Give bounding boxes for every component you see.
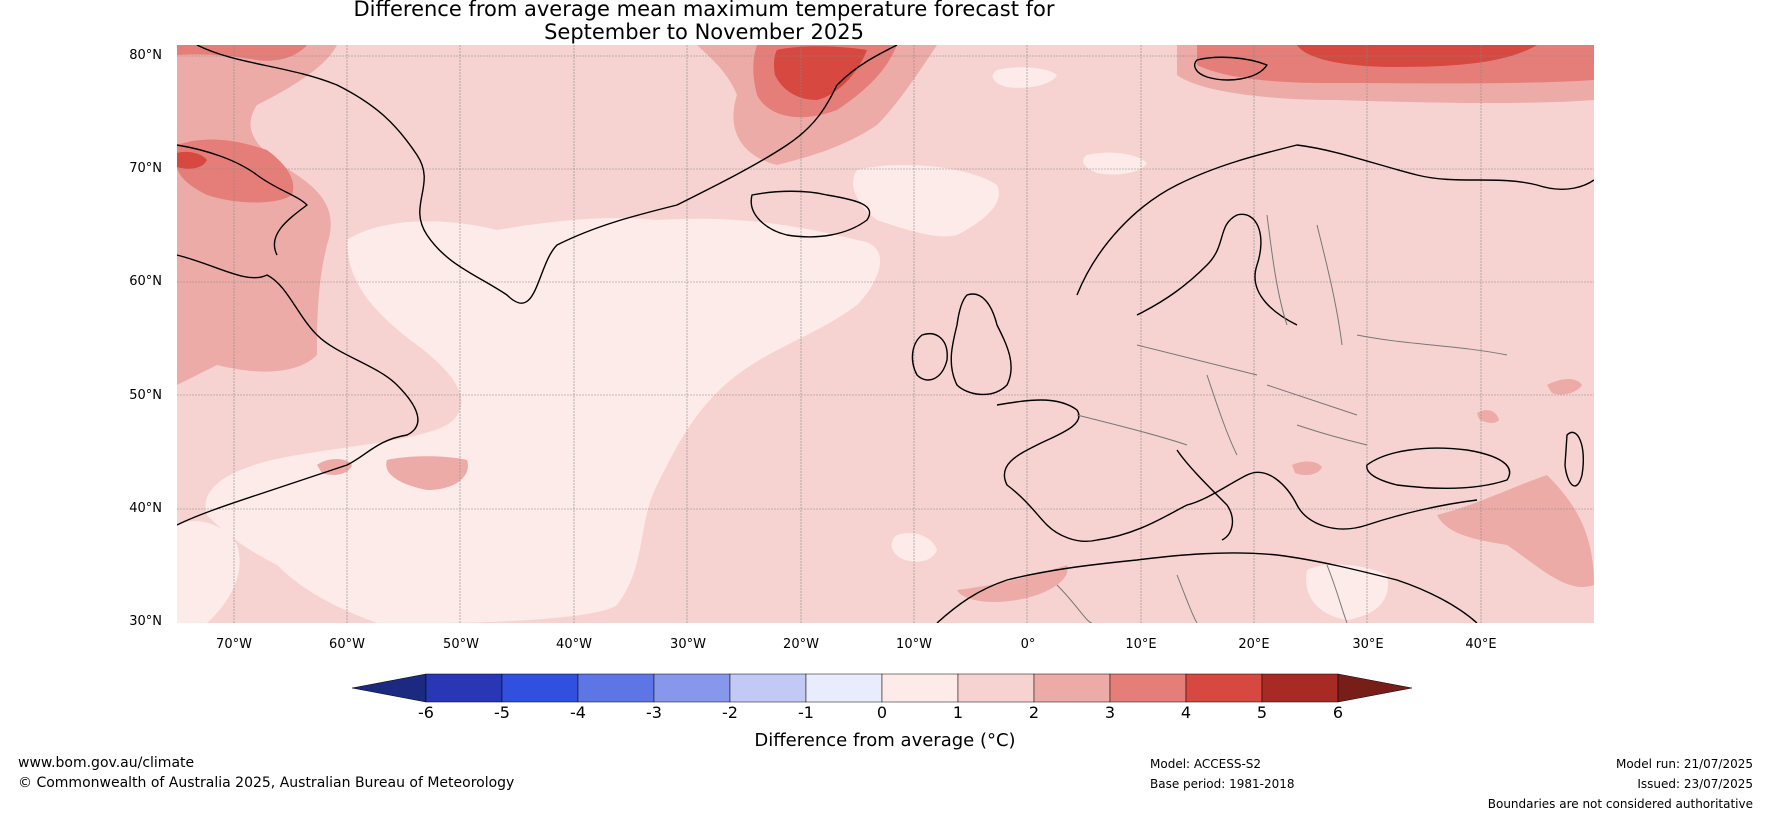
anomaly-region-2-3-black-sea [1477, 410, 1499, 423]
anomaly-region-0-1-iberia-coast [891, 533, 937, 562]
coastline-labrador [177, 254, 419, 526]
anomaly-region-2-3-labrador [317, 459, 352, 475]
lat-label-80n: 80°N [129, 48, 162, 63]
footer-copyright: © Commonwealth of Australia 2025, Austra… [18, 775, 515, 791]
footer-disclaimer: Boundaries are not considered authoritat… [1487, 797, 1753, 811]
coastline-great-britain [950, 293, 1012, 396]
coastline-north-africa [936, 552, 1478, 623]
anomaly-region-0-1-north-sea [853, 165, 999, 237]
colorbar-bin [653, 673, 731, 703]
lon-label-30e: 30°E [1352, 637, 1384, 652]
colorbar-bin [1033, 673, 1111, 703]
colorbar-tick-label: 1 [952, 703, 964, 722]
coastline-europe-west [996, 399, 1478, 542]
lon-label-50w: 50°W [443, 637, 479, 652]
colorbar-bin [577, 673, 655, 703]
anomaly-region-0-1-atlantic [205, 218, 881, 623]
lat-label-30n: 30°N [129, 614, 162, 629]
colorbar-bin [1109, 673, 1187, 703]
colorbar-tick-label: 3 [1104, 703, 1116, 722]
colorbar-tick-label: -4 [570, 703, 586, 722]
lon-label-40e: 40°E [1465, 637, 1497, 652]
colorbar [352, 673, 1413, 703]
colorbar-tick-label: -3 [646, 703, 662, 722]
coastline-black-sea [1366, 447, 1511, 489]
lat-label-40n: 40°N [129, 501, 162, 516]
coastline-svalbard [1194, 56, 1268, 81]
coastline-greenland [196, 45, 898, 304]
lat-label-70n: 70°N [129, 161, 162, 176]
colorbar-bin [425, 673, 503, 703]
anomaly-region-4-5-greenland-sea [773, 46, 867, 100]
anomaly-region-2-3-newfoundland [386, 456, 468, 490]
colorbar-bin [1261, 673, 1339, 703]
colorbar-tick-label: 0 [876, 703, 888, 722]
lat-label-50n: 50°N [129, 388, 162, 403]
colorbar-bin [881, 673, 959, 703]
lon-label-10w: 10°W [896, 637, 932, 652]
anomaly-region-0-1-arctic [992, 67, 1057, 88]
colorbar-extend-min [352, 673, 427, 703]
lon-label-30w: 30°W [670, 637, 706, 652]
colorbar-bin [957, 673, 1035, 703]
colorbar-tick-label: -1 [798, 703, 814, 722]
colorbar-tick-label: -6 [418, 703, 434, 722]
temperature-anomaly-map [177, 45, 1594, 623]
gridlines [177, 45, 1594, 623]
footer-base-period: Base period: 1981-2018 [1150, 777, 1295, 791]
coastline-iceland [750, 190, 871, 238]
colorbar-tick-label: -2 [722, 703, 738, 722]
lon-label-40w: 40°W [556, 637, 592, 652]
colorbar-tick-label: 6 [1332, 703, 1344, 722]
colorbar-bin [729, 673, 807, 703]
coastline-italy [1176, 449, 1234, 541]
colorbar-tick-label: -5 [494, 703, 510, 722]
footer-website: www.bom.gov.au/climate [18, 755, 195, 771]
anomaly-region-2-3-med [957, 565, 1068, 602]
anomaly-region-3-4-baffin [177, 139, 294, 203]
colorbar-bin [805, 673, 883, 703]
lon-label-70w: 70°W [216, 637, 252, 652]
lat-label-60n: 60°N [129, 274, 162, 289]
footer-model: Model: ACCESS-S2 [1150, 757, 1262, 771]
lon-label-20w: 20°W [783, 637, 819, 652]
title-line-2: September to November 2025 [544, 20, 864, 44]
colorbar-extend-max [1337, 673, 1413, 703]
anomaly-region-2-3-balkan [1292, 461, 1322, 475]
coastline-ireland [911, 333, 948, 381]
anomaly-region-4-5-baffin [177, 151, 207, 169]
footer-model-run: Model run: 21/07/2025 [1615, 757, 1753, 771]
coastline-baltic [1136, 213, 1298, 326]
anomaly-region-0-1-levant [1306, 564, 1388, 620]
colorbar-label: Difference from average (°C) [754, 730, 1016, 751]
coastline-caspian [1564, 431, 1584, 487]
anomaly-region-2-3-canada [177, 45, 337, 385]
title-line-1: Difference from average mean maximum tem… [353, 0, 1055, 21]
map-svg [177, 45, 1594, 623]
coastlines [177, 45, 1594, 623]
country-borders [1056, 214, 1508, 623]
anomaly-region-2-3-turkey [1437, 475, 1594, 587]
lon-label-20e: 20°E [1238, 637, 1270, 652]
map-title: Difference from average mean maximum tem… [0, 0, 1408, 44]
colorbar-tick-label: 5 [1256, 703, 1268, 722]
lon-label-60w: 60°W [329, 637, 365, 652]
colorbar-bin [501, 673, 579, 703]
lon-label-10e: 10°E [1125, 637, 1157, 652]
colorbar-bin [1185, 673, 1263, 703]
anomaly-region-0-1-sw [177, 521, 240, 623]
colorbar-tick-label: 2 [1028, 703, 1040, 722]
coastline-scandinavia [1076, 144, 1594, 296]
colorbar-tick-label: 4 [1180, 703, 1192, 722]
coastline-baffin [177, 144, 308, 256]
anomaly-region-2-3-caspian [1547, 379, 1582, 395]
anomaly-region-3-4-labrador-coast [177, 45, 307, 61]
footer-issued: Issued: 23/07/2025 [1637, 777, 1753, 791]
lon-label-0: 0° [1020, 637, 1036, 652]
